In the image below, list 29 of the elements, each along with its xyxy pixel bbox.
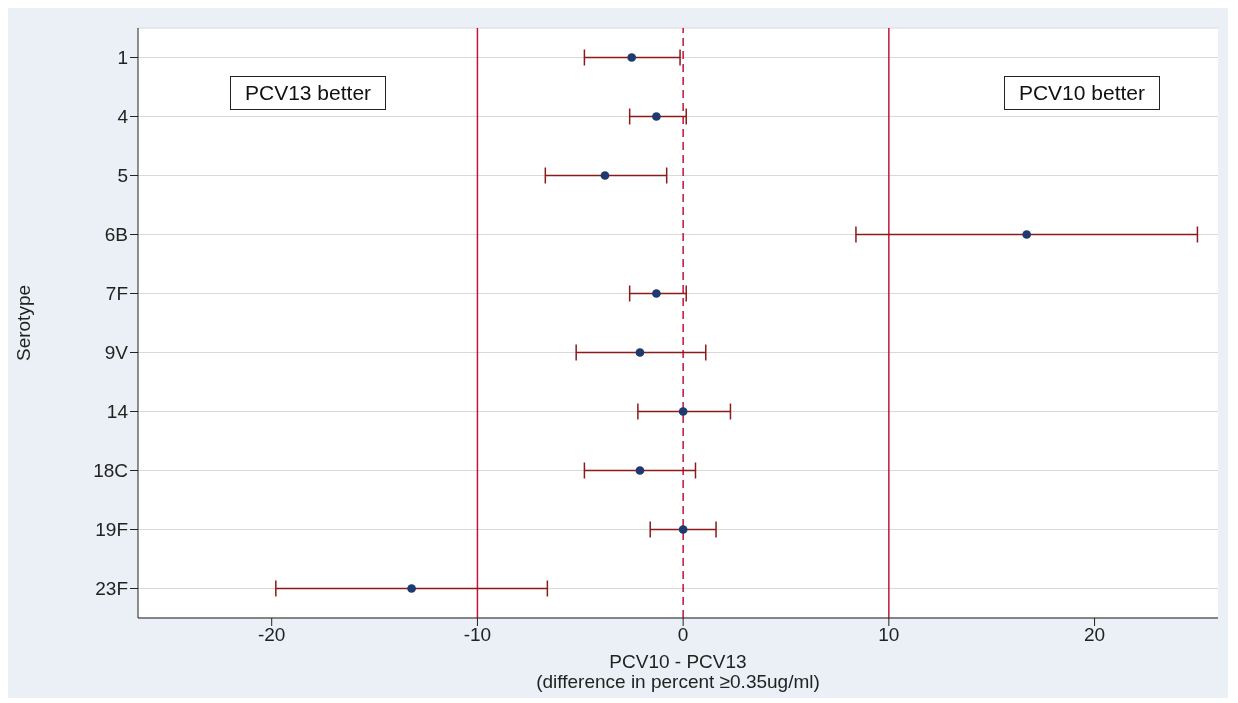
point	[1022, 230, 1032, 239]
x-tick-label: -10	[463, 624, 492, 646]
y-tick-label: 14	[106, 401, 129, 423]
y-tick-label: 23F	[95, 578, 128, 600]
point	[678, 407, 688, 416]
point	[635, 348, 645, 357]
y-tick-label: 9V	[104, 342, 129, 364]
y-tick-label: 5	[117, 165, 128, 187]
y-tick-label: 6B	[104, 224, 128, 246]
point	[652, 289, 661, 298]
x-tick-label: 10	[878, 624, 900, 646]
point	[635, 466, 645, 475]
y-axis-title: Serotype	[12, 284, 34, 362]
x-tick-label: 0	[677, 624, 689, 646]
point	[652, 112, 661, 121]
y-tick-label: 4	[117, 106, 129, 128]
annotation: PCV10 better	[1003, 76, 1160, 110]
y-tick-label: 1	[117, 47, 128, 69]
y-tick-label: 19F	[95, 519, 128, 541]
point	[600, 171, 610, 180]
x-tick-label: 20	[1084, 624, 1106, 646]
y-tick-label: 7F	[105, 283, 128, 305]
annotation: PCV13 better	[230, 76, 387, 110]
point	[678, 525, 688, 534]
x-tick-label: -20	[257, 624, 286, 646]
y-tick-label: 18C	[93, 460, 128, 482]
x-axis-title: PCV10 - PCV13 (difference in percent ≥0.35ug/ml)	[535, 651, 821, 692]
point	[407, 584, 416, 593]
point	[627, 53, 637, 62]
